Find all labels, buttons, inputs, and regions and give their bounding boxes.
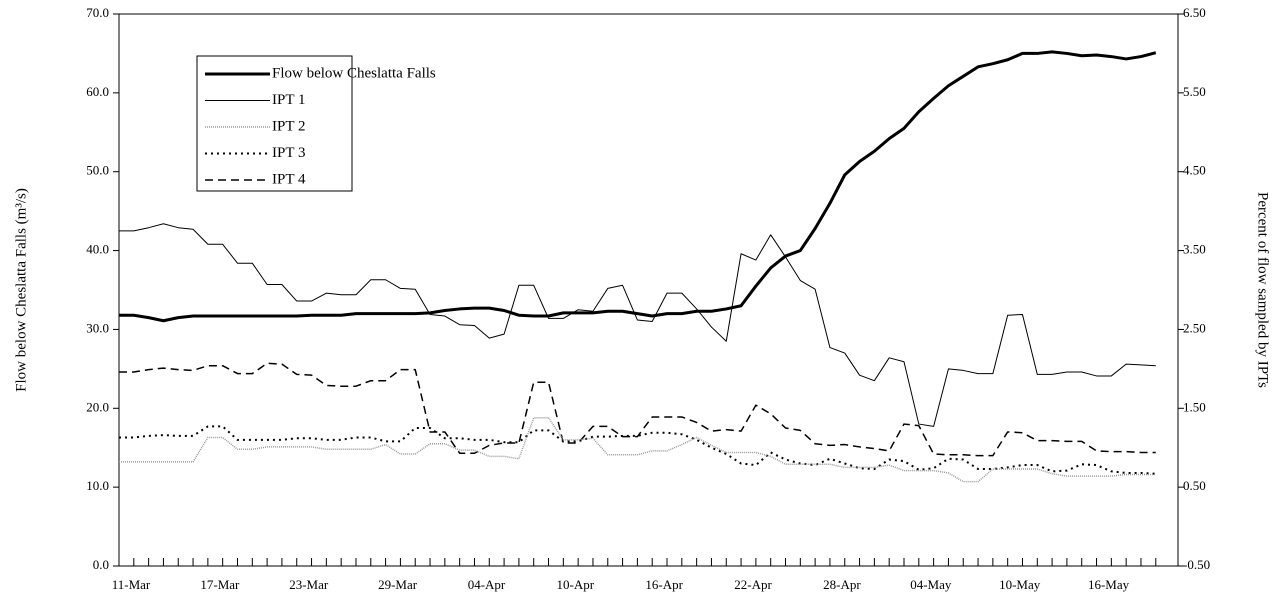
x-tick-label: 04-Apr: [468, 577, 506, 592]
y2-tick-label: 3.50: [1183, 242, 1206, 257]
legend-label: Flow below Cheslatta Falls: [272, 65, 436, 81]
y-tick-label: 70.0: [86, 5, 109, 20]
legend-label: IPT 1: [272, 92, 305, 108]
series-line: [119, 417, 1156, 483]
y-tick-label: 30.0: [86, 320, 109, 335]
x-tick-label: 22-Apr: [734, 577, 772, 592]
y2-tick-label: 0.50: [1183, 478, 1206, 493]
series-line: [119, 425, 1156, 475]
legend-label: IPT 2: [272, 118, 305, 134]
y2-tick-label: -0.50: [1183, 557, 1210, 572]
y-tick-label: 60.0: [86, 84, 109, 99]
legend-label: IPT 4: [272, 171, 306, 187]
x-tick-label: 04-May: [910, 577, 952, 592]
plot-frame: [118, 13, 1179, 567]
y-axis-title: Flow below Cheslatta Falls (m³/s): [13, 188, 29, 392]
y2-tick-label: 2.50: [1183, 320, 1206, 335]
x-tick-label: 28-Apr: [823, 577, 861, 592]
y2-tick-label: 1.50: [1183, 399, 1206, 414]
y-tick-label: 50.0: [86, 163, 109, 178]
x-tick-label: 10-May: [999, 577, 1041, 592]
series-line: [119, 50, 1157, 323]
y2-tick-label: 6.50: [1183, 5, 1206, 20]
x-tick-label: 16-Apr: [645, 577, 683, 592]
y-tick-label: 10.0: [86, 478, 109, 493]
series-line: [119, 223, 1156, 427]
y-tick-label: 20.0: [86, 399, 109, 414]
x-tick-label: 16-May: [1088, 577, 1130, 592]
y-tick-label: 40.0: [86, 242, 109, 257]
x-tick-label: 10-Apr: [557, 577, 595, 592]
series-line: [119, 362, 1156, 457]
x-tick-label: 29-Mar: [378, 577, 418, 592]
y2-tick-label: 5.50: [1183, 84, 1206, 99]
x-tick-label: 23-Mar: [289, 577, 329, 592]
legend-box: [196, 55, 353, 192]
y2-tick-label: 4.50: [1183, 163, 1206, 178]
x-tick-label: 11-Mar: [112, 577, 151, 592]
y2-axis-title: Percent of flow sampled by IPTs: [1255, 192, 1271, 388]
x-tick-label: 17-Mar: [200, 577, 240, 592]
legend-label: IPT 3: [272, 145, 305, 161]
y-tick-label: 0.0: [93, 557, 109, 572]
